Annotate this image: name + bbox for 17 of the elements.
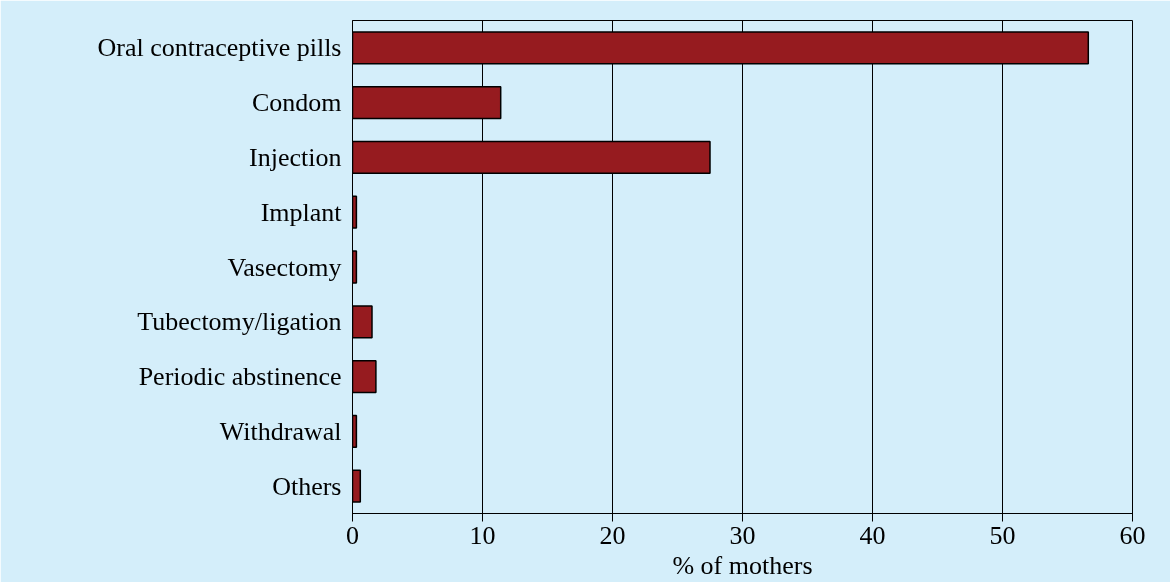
y-tick-label: Tubectomy/ligation <box>137 307 342 337</box>
x-tick-label: 20 <box>599 520 626 550</box>
y-tick-label: Condom <box>251 88 342 118</box>
x-tick-label: 40 <box>859 520 886 550</box>
x-tick-label: 60 <box>1119 520 1146 550</box>
y-tick-label: Implant <box>260 197 343 227</box>
x-tick-label: 0 <box>346 520 359 550</box>
x-tick-label: 10 <box>469 520 496 550</box>
y-tick-label: Periodic abstinence <box>138 362 342 392</box>
y-tick-label: Oral contraceptive pills <box>97 33 342 63</box>
y-tick-label: Others <box>272 471 342 501</box>
y-tick-label: Vasectomy <box>227 252 342 282</box>
x-axis-title: % of mothers <box>672 550 813 580</box>
x-tick-label: 30 <box>729 520 756 550</box>
y-tick-label: Injection <box>249 142 342 172</box>
x-tick-label: 50 <box>989 520 1016 550</box>
y-tick-label: Withdrawal <box>219 416 342 446</box>
